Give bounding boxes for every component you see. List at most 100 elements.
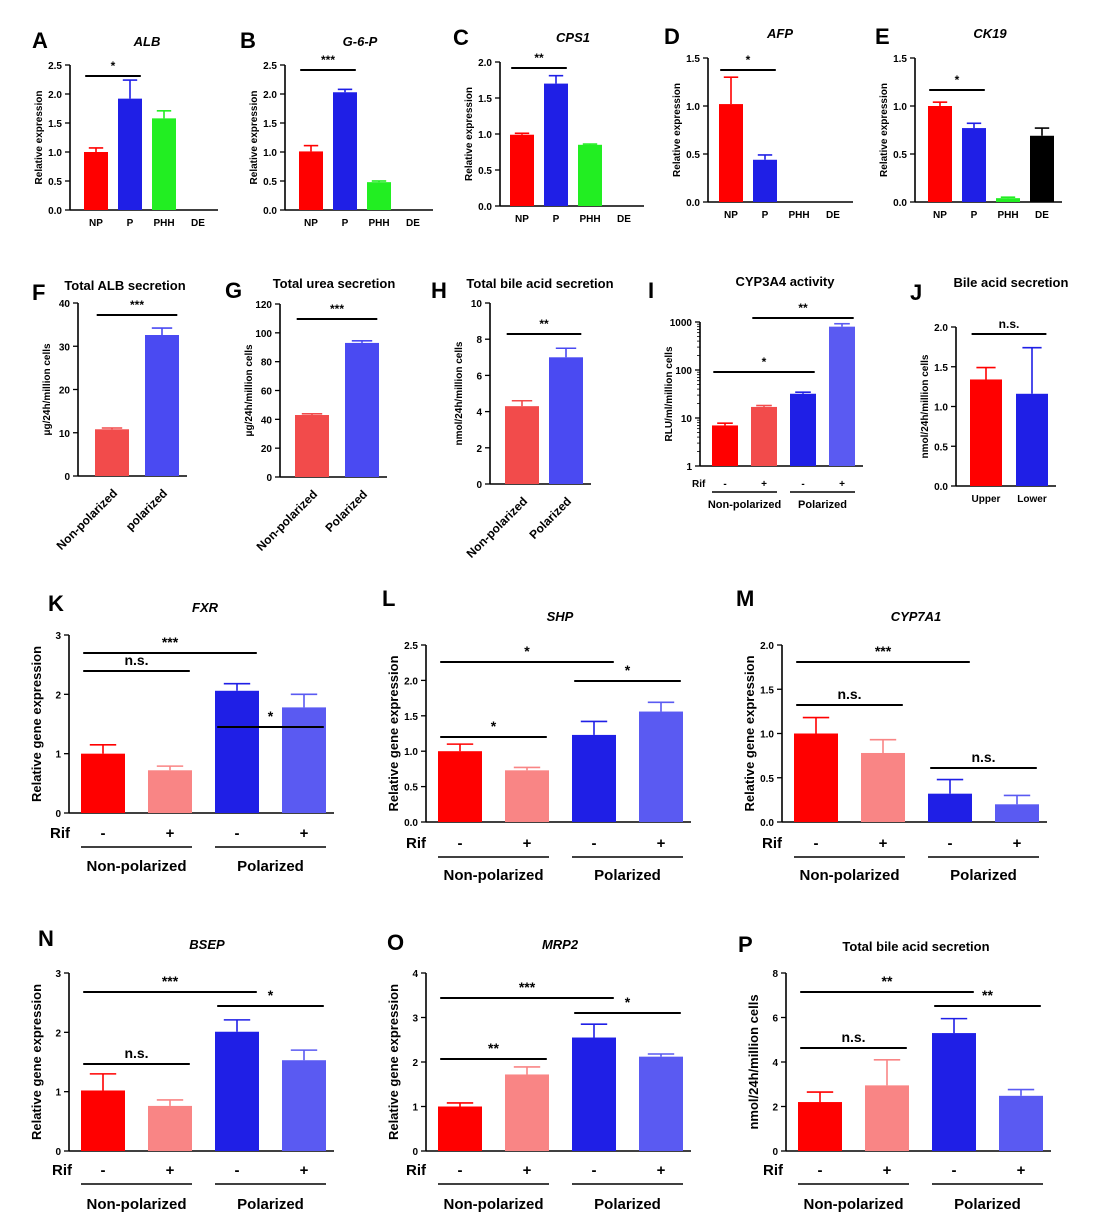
chart-title: FXR [192,600,219,615]
bar [1030,135,1054,202]
bar [572,1037,616,1151]
panel-c: C CPS1 0.0 0.5 1.0 1.5 2.0 Relative expression N… [453,25,644,225]
y-axis-label: RLU/ml/million cells [664,346,675,441]
group-label: Non-polarized [87,858,187,875]
rif-sign: + [523,1162,532,1179]
panel-b: B G-6-P 0.0 0.5 1.0 1.5 2.0 2.5 Relative express… [240,28,433,229]
category-label: DE [617,214,631,225]
rif-label: Rif [762,835,783,852]
bar [510,134,534,206]
group-label: Polarized [950,867,1017,884]
chart-title: AFP [766,26,793,41]
y-axis-label: Relative gene expression [29,984,44,1140]
y-axis-label: Relative gene expression [386,655,401,811]
significance-label: ** [488,1040,499,1056]
y-tick-label: 0.5 [686,150,700,161]
category-label: PHH [368,218,389,229]
y-axis-label: nmol/24h/million cells [746,994,761,1129]
bar [145,335,179,476]
y-tick-label: 1.0 [686,102,700,113]
category-label: Lower [1017,494,1047,505]
category-label: P [762,210,769,221]
significance-label: * [268,708,274,724]
group-label: Non-polarized [87,1196,187,1213]
significance-label: ** [534,51,544,65]
chart-title: Total bile acid secretion [466,276,613,291]
y-tick-label: 8 [772,969,778,980]
bar [996,198,1020,202]
panel-letter: G [225,278,242,303]
significance-label: * [524,643,530,659]
y-tick-label: 80 [261,358,273,369]
panel-n: N BSEP 0 1 2 3 Relative gene expression Rif - + - +… [29,926,334,1213]
category-label: NP [724,210,738,221]
bar [81,753,125,813]
category-label: P [127,218,134,229]
significance-label: * [955,73,960,87]
y-tick-label: 1.5 [404,712,418,723]
rif-sign: + [839,479,845,490]
panel-letter: C [453,25,469,50]
y-tick-label: 8 [476,335,482,346]
bar [295,415,329,477]
y-tick-label: 2 [476,444,482,455]
y-tick-label: 2.0 [48,90,62,101]
y-axis-label: Relative expression [249,91,260,185]
rif-sign: + [879,835,888,852]
category-label: P [553,214,560,225]
y-axis-label: Relative gene expression [742,655,757,811]
bar [544,83,568,206]
bar [152,118,176,210]
y-tick-label: 40 [261,415,273,426]
rif-label: Rif [692,479,706,490]
bar [118,98,142,210]
category-label: NP [304,218,318,229]
bar [282,1060,326,1151]
category-label: P [342,218,349,229]
category-label: PHH [788,210,809,221]
y-tick-label: 60 [261,387,273,398]
y-tick-label: 20 [59,386,71,397]
bar [753,159,777,202]
group-label: Non-polarized [804,1196,904,1213]
category-label: Upper [972,494,1001,505]
rif-sign: + [1017,1162,1026,1179]
significance-label: *** [130,298,144,312]
group-label: Polarized [237,858,304,875]
y-tick-label: 0 [266,473,272,484]
y-tick-label: 0 [55,1147,61,1158]
y-tick-label: 1 [686,462,692,473]
significance-label: n.s. [841,1029,865,1045]
y-tick-label: 0.5 [934,442,948,453]
y-tick-label: 0.5 [760,774,774,785]
bar [932,1033,976,1151]
category-label: NP [515,214,529,225]
significance-label: ** [982,987,993,1003]
group-label: Non-polarized [708,499,781,511]
bar [505,1074,549,1151]
rif-sign: + [883,1162,892,1179]
bar [438,1106,482,1151]
bar [81,1090,125,1151]
bar [639,1056,683,1151]
y-tick-label: 1.5 [686,54,700,65]
significance-label: n.s. [837,686,861,702]
bar [865,1085,909,1151]
rif-sign: - [101,1162,106,1179]
bar [962,128,986,202]
rif-sign: + [1013,835,1022,852]
y-tick-label: 0.0 [893,198,907,209]
category-label: DE [1035,210,1049,221]
y-tick-label: 1 [55,1088,61,1099]
y-tick-label: 10 [59,429,71,440]
bar [1016,393,1048,486]
bar [148,1105,192,1151]
group-label: Polarized [954,1196,1021,1213]
category-label: DE [406,218,420,229]
y-axis-label: nmol/24h/million cells [920,354,931,458]
category-label: polarized [123,486,170,533]
bar [345,342,379,477]
bar [995,804,1039,822]
panel-letter: O [387,930,404,955]
